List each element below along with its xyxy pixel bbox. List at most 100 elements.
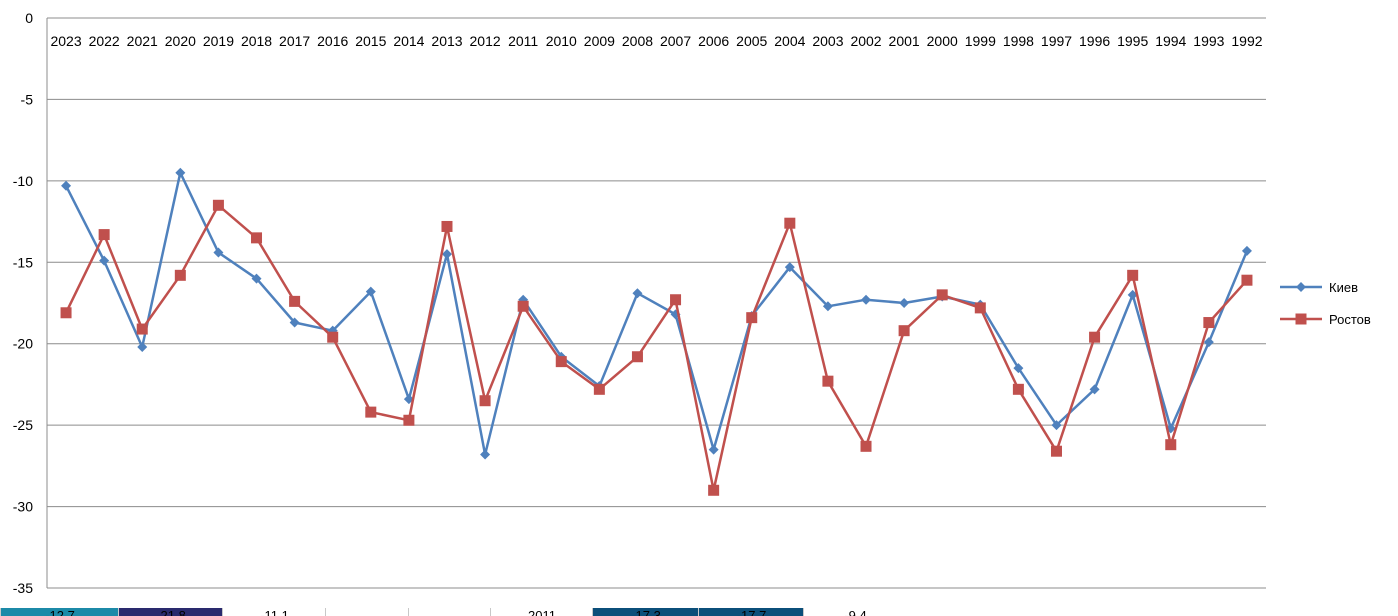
x-tick-label: 2003 — [812, 33, 843, 49]
x-tick-label: 2013 — [431, 33, 462, 49]
data-point — [631, 351, 643, 363]
x-tick-label: 1993 — [1193, 33, 1224, 49]
data-point — [936, 289, 948, 301]
data-point — [365, 286, 376, 297]
strip-cell[interactable]: -11.1 — [222, 608, 326, 616]
data-point — [289, 317, 300, 328]
series-line — [64, 171, 1249, 456]
data-point — [403, 414, 415, 426]
data-point — [517, 300, 529, 312]
data-point — [441, 220, 453, 232]
y-tick-label: -10 — [13, 173, 33, 189]
data-point — [251, 273, 262, 284]
data-point — [1012, 383, 1024, 395]
x-tick-label: 2021 — [127, 33, 158, 49]
series-line — [64, 204, 1248, 492]
data-point — [213, 247, 224, 258]
strip-cell[interactable]: -17.3 — [592, 608, 699, 616]
y-tick-label: -35 — [13, 580, 33, 596]
x-tick-label: 2010 — [546, 33, 577, 49]
y-axis-ticks: 0 -5 -10 -15 -20 -25 -30 -35 — [13, 10, 33, 596]
data-point — [593, 383, 605, 395]
data-point — [899, 298, 910, 308]
data-point — [1050, 445, 1062, 457]
x-tick-label: 2002 — [850, 33, 881, 49]
x-tick-label: 1996 — [1079, 33, 1110, 49]
bottom-cell-strip: -12.7 -21.8 -11.1 2011 -17.3 -17.7 -9.4 — [0, 608, 1398, 616]
data-point — [670, 294, 682, 306]
x-tick-label: 1999 — [965, 33, 996, 49]
data-point — [784, 217, 796, 229]
data-point — [136, 323, 148, 335]
y-tick-label: -20 — [13, 336, 33, 352]
data-point — [1089, 331, 1101, 343]
x-tick-label: 2022 — [89, 33, 120, 49]
strip-cell[interactable] — [408, 608, 491, 616]
data-point — [98, 229, 110, 241]
data-point — [708, 444, 719, 455]
strip-cell[interactable]: -17.7 — [698, 608, 804, 616]
strip-cell[interactable]: -12.7 — [0, 608, 119, 616]
data-point — [632, 288, 643, 299]
x-tick-label: 2006 — [698, 33, 729, 49]
data-point — [861, 294, 872, 305]
x-tick-label: 2023 — [50, 33, 81, 49]
data-point — [60, 307, 72, 319]
x-tick-label: 1997 — [1041, 33, 1072, 49]
gridlines — [46, 17, 1266, 589]
data-point — [1051, 420, 1062, 431]
strip-cell[interactable]: 2011 — [490, 608, 593, 616]
data-point — [784, 262, 795, 273]
data-point — [555, 356, 567, 368]
data-point — [251, 232, 263, 244]
data-point — [974, 302, 986, 314]
series-1 — [61, 167, 1252, 460]
y-tick-label: -30 — [13, 499, 33, 515]
data-point — [1203, 337, 1214, 348]
x-tick-label: 1994 — [1155, 33, 1186, 49]
x-tick-label: 2008 — [622, 33, 653, 49]
data-point — [1241, 274, 1253, 286]
data-point — [137, 341, 148, 352]
data-point — [175, 167, 186, 178]
data-point — [1165, 439, 1177, 451]
legend-marker — [1296, 282, 1306, 292]
x-tick-label: 2014 — [393, 33, 424, 49]
data-point — [479, 395, 491, 407]
x-tick-label: 2019 — [203, 33, 234, 49]
y-tick-label: -25 — [13, 417, 33, 433]
legend-item: Киев — [1280, 280, 1358, 295]
data-point — [822, 301, 833, 312]
x-tick-label: 2004 — [774, 33, 805, 49]
data-point — [1127, 289, 1138, 300]
x-tick-label: 1992 — [1231, 33, 1262, 49]
data-point — [61, 180, 72, 191]
x-tick-label: 2001 — [889, 33, 920, 49]
y-tick-label: -15 — [13, 254, 33, 270]
data-point — [289, 295, 301, 307]
x-tick-label: 2007 — [660, 33, 691, 49]
strip-cell[interactable]: -9.4 — [803, 608, 907, 616]
data-point — [822, 375, 834, 387]
data-point — [708, 484, 720, 496]
strip-cell[interactable]: -21.8 — [118, 608, 223, 616]
series-layer — [60, 167, 1253, 496]
data-point — [860, 440, 872, 452]
x-tick-label: 2012 — [470, 33, 501, 49]
strip-cell[interactable] — [325, 608, 409, 616]
data-point — [174, 269, 186, 281]
x-tick-label: 2016 — [317, 33, 348, 49]
y-tick-label: -5 — [21, 91, 34, 107]
data-point — [898, 325, 910, 337]
data-point — [1203, 317, 1215, 329]
x-tick-label: 2017 — [279, 33, 310, 49]
legend: Киев Ростов — [1280, 280, 1371, 327]
x-tick-label: 1998 — [1003, 33, 1034, 49]
x-tick-label: 2009 — [584, 33, 615, 49]
data-point — [212, 199, 224, 211]
legend-label: Киев — [1329, 280, 1358, 295]
series-2 — [60, 199, 1253, 496]
data-point — [1089, 384, 1100, 395]
legend-item: Ростов — [1280, 312, 1371, 327]
